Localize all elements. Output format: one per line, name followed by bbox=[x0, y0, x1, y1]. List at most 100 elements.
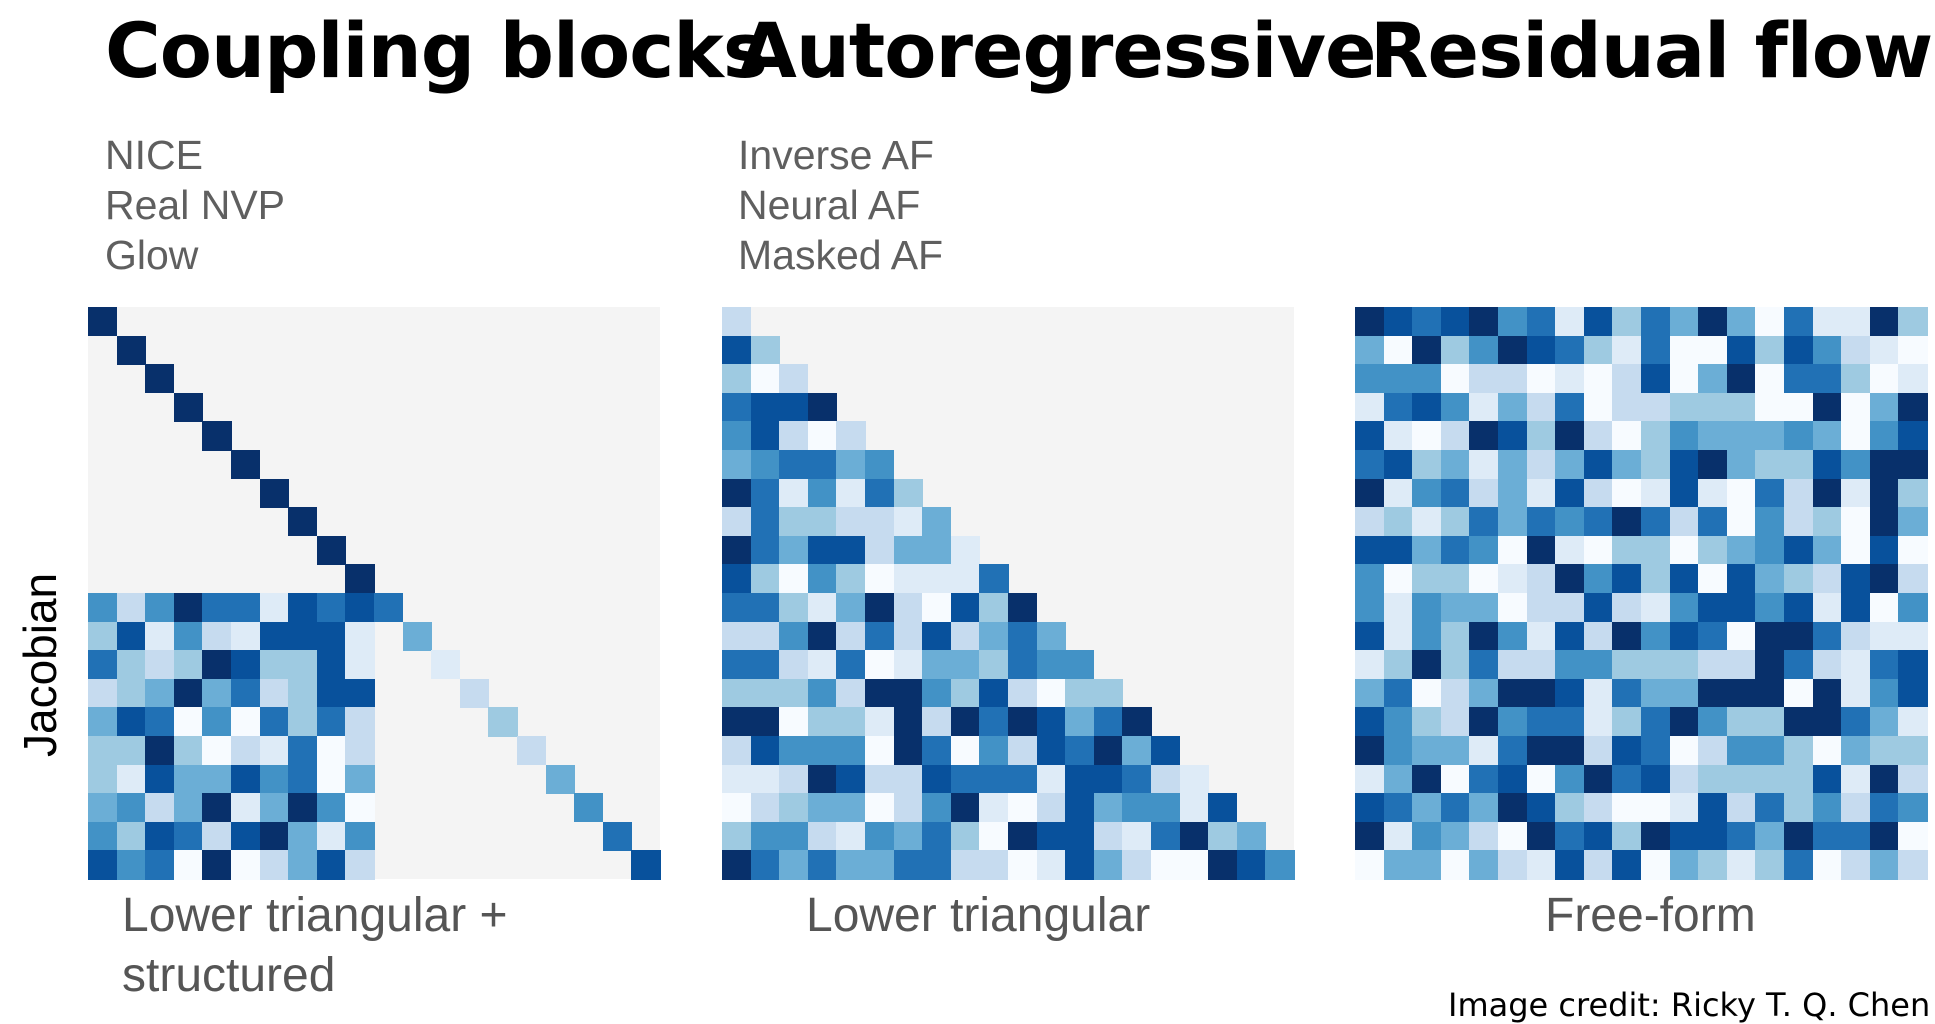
panel-title-coupling: Coupling blocks bbox=[105, 6, 768, 95]
matrix-cell bbox=[1093, 736, 1123, 766]
matrix-cell bbox=[836, 621, 866, 651]
matrix-cell bbox=[1812, 364, 1842, 394]
matrix-cell bbox=[1583, 707, 1613, 737]
matrix-cell bbox=[1698, 736, 1728, 766]
matrix-cell bbox=[1526, 678, 1556, 708]
matrix-cell bbox=[1498, 535, 1528, 565]
matrix-cell bbox=[1641, 678, 1671, 708]
y-axis-label: Jacobian bbox=[14, 572, 66, 757]
matrix-cell bbox=[1008, 593, 1038, 623]
matrix-cell bbox=[1383, 650, 1413, 680]
matrix-cell bbox=[779, 764, 809, 794]
matrix-cell bbox=[1869, 850, 1899, 880]
matrix-cell bbox=[1898, 821, 1928, 851]
matrix-cell bbox=[1755, 564, 1785, 594]
matrix-cell bbox=[807, 764, 837, 794]
matrix-cell bbox=[1669, 764, 1699, 794]
matrix-cell bbox=[1526, 335, 1556, 365]
matrix-cell bbox=[202, 736, 232, 766]
matrix-cell bbox=[116, 678, 146, 708]
matrix-cell bbox=[1641, 821, 1671, 851]
matrix-cell bbox=[865, 850, 895, 880]
matrix-cell bbox=[173, 650, 203, 680]
matrix-cell bbox=[1812, 450, 1842, 480]
matrix-cell bbox=[722, 650, 752, 680]
matrix-cell bbox=[173, 736, 203, 766]
matrix-cell bbox=[1726, 507, 1756, 537]
matrix-cell bbox=[1526, 307, 1556, 337]
matrix-cell bbox=[1355, 707, 1385, 737]
matrix-cell bbox=[1036, 793, 1066, 823]
matrix-cell bbox=[722, 707, 752, 737]
matrix-cell bbox=[1151, 850, 1181, 880]
matrix-cell bbox=[1612, 450, 1642, 480]
matrix-cell bbox=[1669, 564, 1699, 594]
matrix-cell bbox=[1412, 507, 1442, 537]
matrix-cell bbox=[1583, 764, 1613, 794]
matrix-cell bbox=[1008, 621, 1038, 651]
matrix-cell bbox=[1498, 593, 1528, 623]
matrix-cell bbox=[88, 678, 118, 708]
matrix-cell bbox=[145, 821, 175, 851]
matrix-cell bbox=[1669, 507, 1699, 537]
matrix-cell bbox=[1440, 564, 1470, 594]
matrix-cell bbox=[893, 764, 923, 794]
matrix-cell bbox=[1469, 707, 1499, 737]
matrix-cell bbox=[779, 736, 809, 766]
matrix-cell bbox=[1440, 593, 1470, 623]
caption-line: structured bbox=[122, 949, 336, 1002]
matrix-cell bbox=[116, 335, 146, 365]
matrix-cell bbox=[1093, 764, 1123, 794]
matrix-cell bbox=[1383, 392, 1413, 422]
matrix-cell bbox=[1726, 621, 1756, 651]
matrix-cell bbox=[1555, 736, 1585, 766]
matrix-cell bbox=[750, 478, 780, 508]
matrix-cell bbox=[316, 793, 346, 823]
matrix-cell bbox=[1526, 621, 1556, 651]
caption-line: Lower triangular + bbox=[122, 889, 508, 942]
matrix-cell bbox=[1698, 850, 1728, 880]
matrix-cell bbox=[1841, 764, 1871, 794]
matrix-cell bbox=[1383, 535, 1413, 565]
matrix-cell bbox=[779, 507, 809, 537]
matrix-cell bbox=[865, 736, 895, 766]
matrix-cell bbox=[116, 793, 146, 823]
matrix-cell bbox=[1812, 707, 1842, 737]
matrix-cell bbox=[1669, 478, 1699, 508]
matrix-cell bbox=[1440, 392, 1470, 422]
matrix-cell bbox=[1498, 850, 1528, 880]
matrix-cell bbox=[1784, 621, 1814, 651]
matrix-cell bbox=[1898, 678, 1928, 708]
matrix-cell bbox=[1612, 707, 1642, 737]
matrix-cell bbox=[1383, 450, 1413, 480]
matrix-cell bbox=[1412, 678, 1442, 708]
matrix-cell bbox=[1869, 335, 1899, 365]
matrix-cell bbox=[345, 764, 375, 794]
matrix-cell bbox=[807, 421, 837, 451]
matrix-cell bbox=[1008, 736, 1038, 766]
matrix-cell bbox=[1412, 564, 1442, 594]
matrix-cell bbox=[1784, 821, 1814, 851]
matrix-cell bbox=[1498, 421, 1528, 451]
matrix-cell bbox=[1898, 392, 1928, 422]
matrix-cell bbox=[1412, 478, 1442, 508]
matrix-cell bbox=[1383, 821, 1413, 851]
matrix-cell bbox=[807, 392, 837, 422]
matrix-cell bbox=[1641, 593, 1671, 623]
matrix-cell bbox=[1065, 678, 1095, 708]
matrix-cell bbox=[1784, 335, 1814, 365]
matrix-cell bbox=[779, 621, 809, 651]
matrix-cell bbox=[202, 421, 232, 451]
matrix-cell bbox=[1265, 850, 1295, 880]
matrix-cell bbox=[1669, 707, 1699, 737]
matrix-cell bbox=[1498, 392, 1528, 422]
matrix-cell bbox=[1412, 392, 1442, 422]
matrix-cell bbox=[1841, 821, 1871, 851]
matrix-cell bbox=[1498, 507, 1528, 537]
matrix-cell bbox=[750, 335, 780, 365]
matrix-cell bbox=[1641, 364, 1671, 394]
matrix-cell bbox=[1841, 392, 1871, 422]
matrix-cell bbox=[1698, 535, 1728, 565]
matrix-cell bbox=[922, 821, 952, 851]
matrix-cell bbox=[88, 793, 118, 823]
